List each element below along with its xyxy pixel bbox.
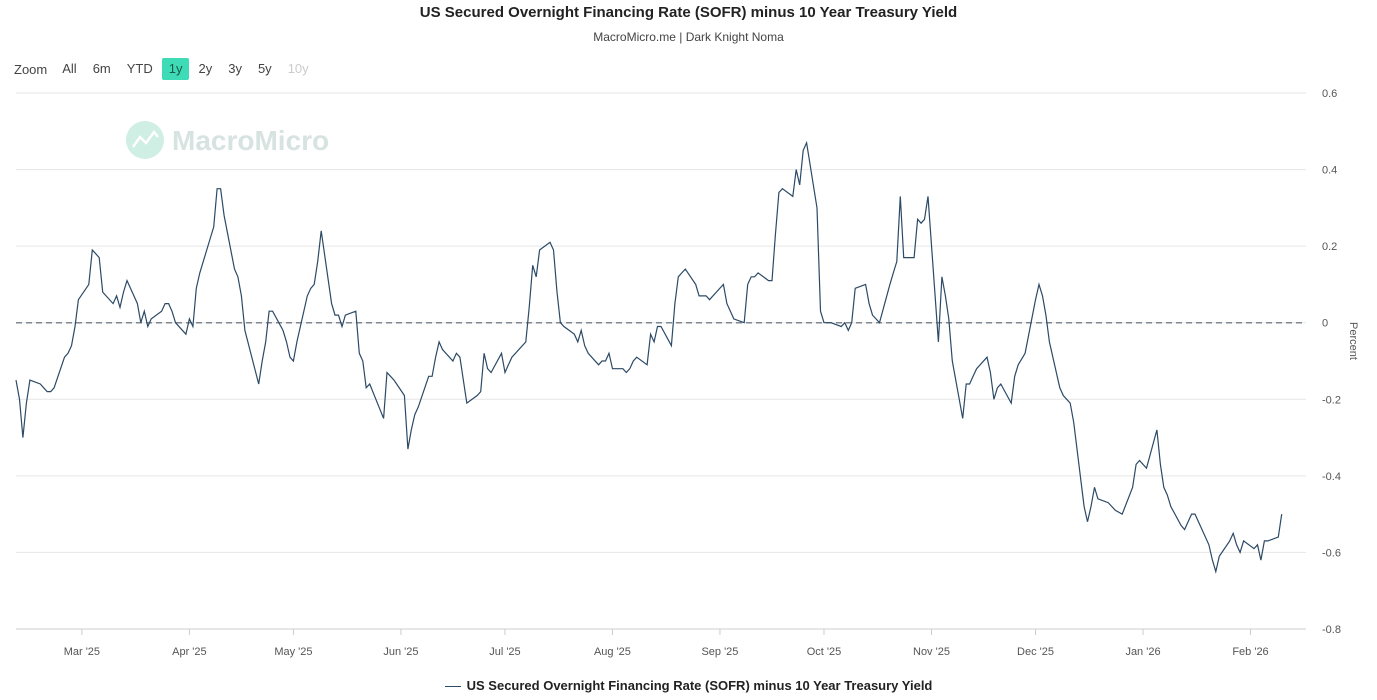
zoom-label: Zoom <box>14 61 48 77</box>
chart-title: US Secured Overnight Financing Rate (SOF… <box>419 4 958 21</box>
y-tick-label: 0 <box>1322 318 1328 330</box>
legend-item-label: US Secured Overnight Financing Rate (SOF… <box>466 678 933 693</box>
y-tick-label: -0.4 <box>1322 471 1341 483</box>
zoom-button-5y[interactable]: 5y <box>257 61 272 76</box>
y-tick-label: -0.6 <box>1322 547 1341 559</box>
logo-mark <box>131 129 159 148</box>
zoom-bar: Zoom All 6m YTD 1y 2y 3y 5y 10y <box>14 58 318 80</box>
zoom-button-6m[interactable]: 6m <box>92 61 111 76</box>
y-tick-label: 0.6 <box>1322 88 1337 100</box>
legend-swatch <box>444 686 461 688</box>
y-tick-label: -0.2 <box>1322 394 1341 406</box>
y-axis: 0.6 0.4 0.2 0 -0.2 -0.4 -0.6 -0.8 <box>1322 88 1341 636</box>
watermark: MacroMicro <box>126 121 329 159</box>
macromicro-logo-icon <box>126 121 164 159</box>
x-axis: Mar '25 Apr '25 May '25 Jun '25 Jul '25 Aug '… <box>64 629 1269 658</box>
x-tick-label: Feb '26 <box>1232 646 1268 658</box>
zoom-button-all[interactable]: All <box>62 61 77 76</box>
zoom-button-2y[interactable]: 2y <box>198 61 213 76</box>
legend[interactable]: US Secured Overnight Financing Rate (SOF… <box>0 678 1377 693</box>
watermark-text: MacroMicro <box>172 125 329 156</box>
x-tick-label: Oct '25 <box>807 646 842 658</box>
zoom-button-ytd[interactable]: YTD <box>126 61 153 76</box>
x-tick-label: Dec '25 <box>1017 646 1054 658</box>
x-tick-label: Apr '25 <box>172 646 207 658</box>
series-line[interactable] <box>15 140 1283 574</box>
x-tick-label: Aug '25 <box>594 646 631 658</box>
y-tick-label: -0.8 <box>1322 624 1341 636</box>
y-axis-label: Percent <box>1347 322 1359 360</box>
x-tick-label: Mar '25 <box>64 646 100 658</box>
x-tick-label: Jan '26 <box>1125 646 1160 658</box>
x-tick-label: Sep '25 <box>701 646 738 658</box>
zoom-button-3y[interactable]: 3y <box>228 61 242 76</box>
x-tick-label: Jul '25 <box>489 646 520 658</box>
y-tick-label: 0.2 <box>1322 241 1337 253</box>
x-tick-label: May '25 <box>274 646 312 658</box>
y-tick-label: 0.4 <box>1322 165 1337 177</box>
x-tick-label: Nov '25 <box>913 646 950 658</box>
chart-subtitle: MacroMicro.me | Dark Knight Noma <box>593 30 784 44</box>
zoom-button-1y[interactable]: 1y <box>161 58 190 80</box>
grid-lines <box>16 92 1306 630</box>
x-tick-label: Jun '25 <box>383 646 418 658</box>
zoom-button-10y[interactable]: 10y <box>287 61 309 76</box>
